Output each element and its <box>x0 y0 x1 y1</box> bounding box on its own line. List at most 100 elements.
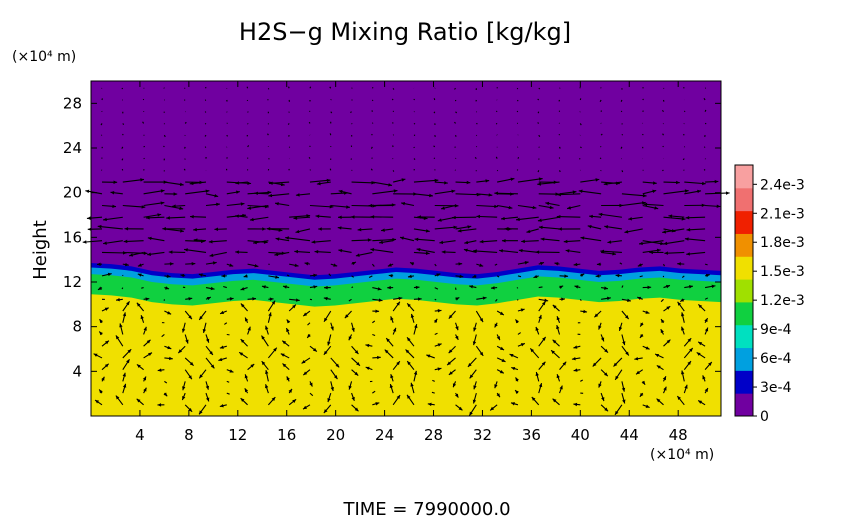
wind-arrowhead <box>163 392 168 397</box>
wind-arrowhead <box>123 239 128 244</box>
y-axis: 4 8 12 16 20 24 28 <box>63 94 721 380</box>
wind-arrowhead <box>181 328 186 333</box>
wind-arrowhead <box>448 314 453 319</box>
wind-arrow <box>517 275 522 278</box>
wind-arrowhead <box>537 218 542 222</box>
wind-arrowhead <box>275 202 279 206</box>
wind-arrowhead <box>295 193 300 197</box>
wind-arrowhead <box>656 248 661 253</box>
wind-arrow <box>391 98 394 101</box>
wind-arrowhead <box>165 286 170 290</box>
wind-arrowhead <box>627 298 631 303</box>
wind-arrow <box>494 263 498 266</box>
wind-arrowhead <box>390 374 394 379</box>
wind-arrowhead <box>437 343 442 347</box>
wind-arrowhead <box>178 349 183 354</box>
wind-arrowhead <box>472 341 477 346</box>
wind-arrowhead <box>122 312 127 317</box>
wind-arrow <box>351 275 354 278</box>
wind-arrow <box>164 380 168 384</box>
wind-arrowhead <box>172 204 176 208</box>
wind-arrowhead <box>488 193 493 197</box>
wind-arrowhead <box>356 361 360 366</box>
x-tick-label: 48 <box>669 426 688 444</box>
wind-arrowhead <box>714 179 719 184</box>
wind-arrowhead <box>338 189 343 194</box>
wind-arrowhead <box>479 318 484 323</box>
wind-arrowhead <box>501 238 506 243</box>
wind-arrowhead <box>647 285 652 290</box>
wind-arrowhead <box>511 366 516 371</box>
wind-arrow <box>559 146 561 149</box>
wind-arrow <box>557 193 581 196</box>
wind-arrowhead <box>370 248 375 252</box>
wind-arrowhead <box>182 386 186 391</box>
wind-arrowhead <box>103 217 107 222</box>
wind-arrowhead <box>188 407 193 412</box>
wind-arrowhead <box>552 304 557 309</box>
wind-arrowhead <box>274 252 279 257</box>
wind-arrow <box>620 110 623 113</box>
wind-arrow <box>537 122 540 124</box>
wind-arrowhead <box>538 314 542 319</box>
wind-arrowhead <box>330 326 334 331</box>
wind-arrow <box>433 157 436 160</box>
wind-arrowhead <box>142 376 146 381</box>
wind-arrowhead <box>556 374 560 379</box>
wind-arrowhead <box>455 335 459 340</box>
wind-arrowhead <box>137 263 142 267</box>
wind-arrowhead <box>532 205 537 210</box>
wind-arrowhead <box>333 375 338 380</box>
wind-arrowhead <box>147 236 152 241</box>
wind-arrow <box>224 322 228 325</box>
wind-arrow <box>285 237 311 242</box>
wind-arrowhead <box>557 192 561 197</box>
wind-arrowhead <box>574 285 579 289</box>
wind-arrowhead <box>655 353 660 358</box>
wind-arrowhead <box>191 262 196 266</box>
wind-arrow <box>350 111 352 114</box>
wind-arrow <box>351 181 376 184</box>
wind-arrow <box>431 391 435 394</box>
wind-arrowhead <box>162 227 166 231</box>
wind-arrowhead <box>601 397 605 402</box>
wind-arrow <box>454 121 456 124</box>
wind-arrowhead <box>687 338 692 343</box>
wind-arrowhead <box>338 215 342 220</box>
wind-arrowhead <box>494 384 498 389</box>
wind-arrowhead <box>169 356 173 361</box>
wind-arrowhead <box>157 403 162 407</box>
wind-arrowhead <box>571 356 576 361</box>
wind-arrow <box>370 248 394 253</box>
wind-arrowhead <box>622 399 626 404</box>
wind-arrowhead <box>136 398 141 403</box>
wind-arrowhead <box>188 297 193 301</box>
wind-arrowhead <box>198 273 203 277</box>
wind-arrowhead <box>698 400 703 404</box>
wind-arrowhead <box>405 349 410 354</box>
wind-arrowhead <box>698 341 703 346</box>
wind-arrowhead <box>354 371 359 376</box>
wind-arrowhead <box>542 336 546 341</box>
wind-arrowhead <box>573 345 578 349</box>
wind-arrowhead <box>168 250 173 254</box>
wind-arrowhead <box>286 328 290 333</box>
wind-arrow <box>496 275 500 278</box>
wind-arrowhead <box>637 296 642 301</box>
wind-arrowhead <box>323 296 328 301</box>
wind-arrowhead <box>426 354 431 358</box>
wind-arrowhead <box>414 324 418 329</box>
wind-arrowhead <box>417 215 421 219</box>
wind-arrow <box>517 157 520 159</box>
wind-arrowhead <box>541 301 546 306</box>
wind-arrowhead <box>409 262 414 266</box>
wind-arrowhead <box>348 336 352 341</box>
wind-arrowhead <box>145 297 150 301</box>
wind-arrow <box>660 298 664 303</box>
wind-arrow <box>308 157 311 159</box>
wind-arrow <box>704 109 707 112</box>
wind-arrowhead <box>622 341 626 346</box>
wind-arrow <box>308 121 311 124</box>
wind-arrowhead <box>323 409 328 414</box>
colorbar-segment <box>735 347 753 371</box>
